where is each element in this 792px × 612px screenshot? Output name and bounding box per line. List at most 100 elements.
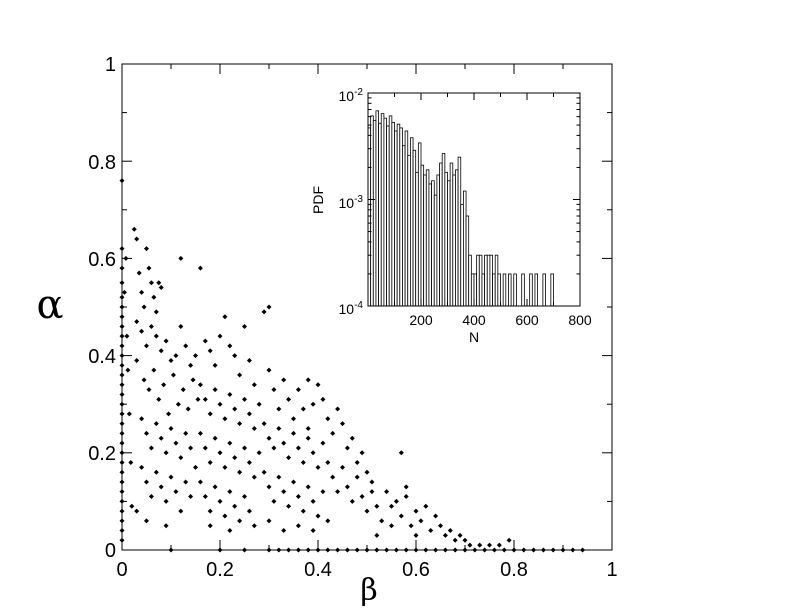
- scatter-point: [232, 353, 238, 359]
- scatter-point: [310, 450, 316, 456]
- scatter-point: [222, 416, 228, 422]
- scatter-point: [305, 435, 311, 441]
- scatter-point: [131, 226, 137, 232]
- scatter-point: [212, 435, 218, 441]
- scatter-point: [291, 479, 296, 485]
- scatter-point: [251, 523, 257, 529]
- scatter-point: [413, 532, 419, 538]
- scatter-point: [134, 236, 140, 242]
- scatter-point: [369, 489, 375, 495]
- scatter-point: [325, 416, 331, 422]
- scatter-point: [452, 537, 458, 543]
- scatter-point: [325, 518, 331, 524]
- scatter-point: [281, 440, 287, 446]
- scatter-point: [393, 498, 399, 504]
- scatter-point: [193, 353, 198, 359]
- scatter-point: [222, 314, 228, 320]
- scatter-point: [153, 309, 159, 315]
- scatter-point: [418, 518, 424, 524]
- scatter-point: [300, 406, 306, 412]
- scatter-point: [144, 246, 149, 252]
- scatter-point: [212, 362, 218, 368]
- scatter-point: [153, 469, 159, 475]
- scatter-point: [158, 348, 164, 354]
- scatter-point: [276, 426, 282, 431]
- scatter-point: [315, 382, 321, 388]
- scatter-point: [423, 503, 429, 509]
- scatter-point: [315, 464, 321, 470]
- inset-histogram-chart: 200 400 600 800 10-4 10-3 10-2 N PDF: [310, 87, 592, 345]
- scatter-point: [168, 357, 174, 363]
- scatter-point: [320, 440, 326, 446]
- scatter-point: [295, 494, 301, 500]
- scatter-point: [335, 406, 341, 412]
- scatter-point: [178, 508, 184, 514]
- scatter-point: [178, 255, 184, 261]
- scatter-point: [261, 421, 267, 427]
- scatter-point: [369, 479, 375, 485]
- scatter-point: [202, 396, 208, 402]
- scatter-point: [276, 406, 282, 412]
- main-y-tick-label: 0.6: [88, 249, 116, 271]
- scatter-point: [163, 338, 169, 344]
- scatter-point: [163, 450, 169, 456]
- main-x-tick-label: 0.8: [500, 559, 528, 581]
- scatter-point: [237, 421, 243, 427]
- scatter-point: [153, 421, 159, 427]
- histogram-bar: [550, 273, 554, 307]
- scatter-point: [242, 396, 247, 402]
- inset-x-tick-label: 200: [409, 312, 433, 328]
- scatter-point: [193, 464, 198, 470]
- scatter-point: [330, 430, 336, 436]
- scatter-point: [242, 323, 247, 329]
- scatter-point: [168, 474, 174, 480]
- histogram-bar: [502, 273, 507, 307]
- main-scatter-chart: 0 0.2 0.4 0.6 0.8 1 0 0.2 0.4 0.6 0.8 1 …: [36, 54, 617, 608]
- scatter-point: [310, 401, 316, 407]
- scatter-point: [487, 542, 492, 548]
- scatter-point: [325, 460, 331, 466]
- scatter-point: [144, 479, 149, 485]
- inset-y-axis-label: PDF: [310, 186, 326, 214]
- inset-x-tick-label: 600: [515, 312, 539, 328]
- scatter-point: [227, 489, 233, 495]
- main-y-axis-label: α: [36, 282, 63, 328]
- scatter-point: [173, 353, 179, 359]
- scatter-point: [291, 416, 296, 422]
- scatter-point: [188, 362, 194, 368]
- scatter-point: [281, 377, 287, 383]
- scatter-point: [217, 401, 223, 407]
- scatter-point: [266, 518, 272, 524]
- scatter-point: [146, 265, 152, 271]
- scatter-point: [271, 445, 277, 451]
- main-x-tick-label: 1: [606, 559, 617, 581]
- inset-x-tick-label: 800: [568, 312, 592, 328]
- scatter-point: [134, 508, 140, 514]
- scatter-point: [144, 518, 149, 524]
- scatter-point: [124, 333, 130, 339]
- scatter-point: [398, 450, 404, 456]
- main-y-tick-label: 0: [105, 540, 116, 562]
- scatter-point: [134, 357, 140, 363]
- scatter-point: [166, 411, 172, 417]
- scatter-point: [281, 528, 287, 534]
- scatter-point: [158, 484, 164, 490]
- scatter-point: [151, 367, 157, 373]
- scatter-point: [188, 494, 194, 500]
- scatter-point: [506, 537, 512, 543]
- scatter-point: [246, 508, 252, 514]
- scatter-point: [286, 455, 292, 461]
- scatter-point: [212, 387, 218, 393]
- scatter-point: [183, 343, 189, 349]
- inset-y-tick-label: 10-4: [339, 300, 364, 317]
- scatter-point: [156, 396, 162, 402]
- scatter-point: [141, 377, 147, 383]
- scatter-point: [217, 498, 223, 504]
- scatter-point: [136, 270, 142, 276]
- scatter-point: [359, 450, 365, 456]
- scatter-point: [242, 445, 247, 451]
- scatter-point: [271, 498, 277, 504]
- inset-plot-frame: [367, 92, 581, 307]
- scatter-point: [291, 430, 296, 436]
